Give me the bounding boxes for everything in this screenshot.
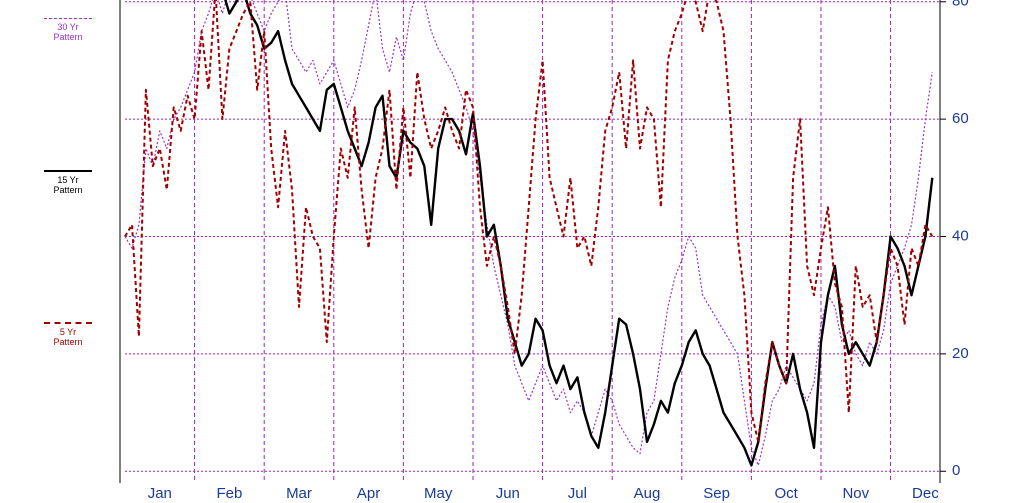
x-tick-label: Sep xyxy=(703,485,730,502)
legend-entry: 5 Yr Pattern xyxy=(40,322,96,347)
x-tick-label: Aug xyxy=(634,485,661,502)
plot-area xyxy=(124,0,934,467)
legend-swatch xyxy=(44,18,92,19)
y-tick-label: 60 xyxy=(952,110,969,127)
legend-label: 30 Yr Pattern xyxy=(53,22,83,42)
series-line xyxy=(124,0,934,443)
x-tick-label: Jan xyxy=(148,485,172,502)
y-tick-label: 20 xyxy=(952,345,969,362)
series-line xyxy=(224,0,934,467)
series-line xyxy=(124,0,933,466)
x-tick-label: Dec xyxy=(912,485,939,502)
legend-label: 15 Yr Pattern xyxy=(53,175,83,195)
x-tick-label: Jun xyxy=(496,485,520,502)
x-tick-label: Nov xyxy=(842,485,869,502)
x-tick-label: Mar xyxy=(286,485,312,502)
legend-entry: 15 Yr Pattern xyxy=(40,170,96,195)
y-tick-label: 0 xyxy=(952,462,960,479)
x-tick-label: Apr xyxy=(357,485,380,502)
legend-entry: 30 Yr Pattern xyxy=(40,18,96,42)
x-tick-label: Jul xyxy=(568,485,587,502)
legend-swatch xyxy=(44,170,92,172)
y-tick-label: 40 xyxy=(952,227,969,244)
x-tick-label: Oct xyxy=(775,485,799,502)
x-tick-label: May xyxy=(424,485,453,502)
legend-swatch xyxy=(44,322,92,324)
y-tick-label: 80 xyxy=(952,0,969,10)
legend-label: 5 Yr Pattern xyxy=(53,327,83,347)
x-tick-label: Feb xyxy=(216,485,242,502)
